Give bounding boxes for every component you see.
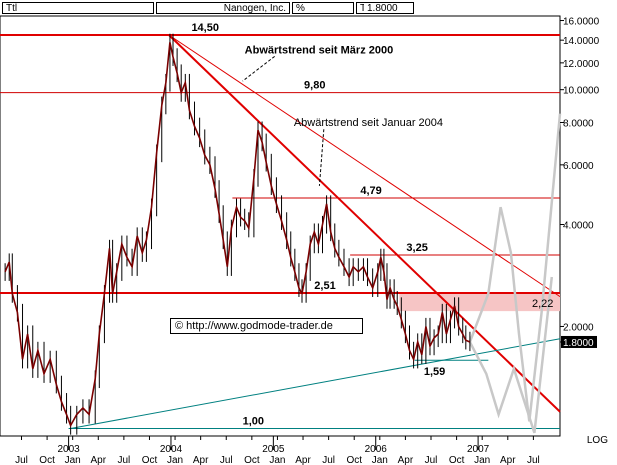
level-label: 1,00 <box>243 415 264 427</box>
y-tick-label: 16.0000 <box>563 17 600 28</box>
x-month-label: Apr <box>295 455 311 465</box>
x-month-label: Jan <box>372 455 388 465</box>
axes-layer: 16.0000 14.0000 12.0000 10.0000 8.0000 6.0000… <box>15 17 608 465</box>
annotation-leader <box>318 129 325 186</box>
level-label: 4,79 <box>360 185 381 197</box>
percent-label: % <box>296 3 305 14</box>
price-line <box>4 42 471 428</box>
x-month-label: Oct <box>346 455 362 465</box>
price-layer <box>4 33 471 435</box>
plot-frame <box>0 15 561 437</box>
x-month-label: Jan <box>269 455 285 465</box>
zone-label: 2,22 <box>532 298 553 310</box>
trendline <box>70 338 561 429</box>
projection-line <box>468 276 554 434</box>
ttl-box: Ttl <box>2 2 154 14</box>
level-label: 1,59 <box>424 366 445 378</box>
y-tick-label: 4.0000 <box>563 220 594 231</box>
y-tick-label: 6.0000 <box>563 161 594 172</box>
trend-annotation: Abwärtstrend seit Januar 2004 <box>294 117 443 129</box>
x-month-label: Jul <box>117 455 130 465</box>
projection-line <box>468 113 562 422</box>
watermark-text: © http://www.godmode-trader.de <box>175 320 333 332</box>
resistance-zone-layer <box>399 293 560 312</box>
x-month-label: Jul <box>322 455 335 465</box>
x-month-label: Apr <box>193 455 209 465</box>
x-month-label: Oct <box>39 455 55 465</box>
x-year-label: 2005 <box>262 444 285 455</box>
level-label: 3,25 <box>406 242 427 254</box>
horizontal-levels-layer <box>0 34 560 429</box>
level-label: 9,80 <box>304 80 325 92</box>
x-month-label: Jul <box>527 455 540 465</box>
x-year-label: 2007 <box>467 444 490 455</box>
t-label: T <box>360 3 366 13</box>
company-name: Nanogen, Inc. <box>223 3 286 14</box>
price-box: 1.8000 <box>364 2 414 14</box>
x-month-label: Apr <box>500 455 516 465</box>
x-month-label: Jan <box>167 455 183 465</box>
x-month-label: Oct <box>142 455 158 465</box>
company-box: Nanogen, Inc. <box>156 2 290 14</box>
ttl-label: Ttl <box>6 3 18 14</box>
current-price-label: 1.8000 <box>563 338 594 349</box>
x-month-label: Oct <box>449 455 465 465</box>
x-month-label: Apr <box>398 455 414 465</box>
log-scale-label: LOG <box>587 435 608 446</box>
percent-box: % <box>292 2 354 14</box>
level-label: 14,50 <box>191 22 219 34</box>
x-month-label: Jul <box>220 455 233 465</box>
y-tick-label: 10.0000 <box>563 86 600 97</box>
x-month-label: Apr <box>91 455 107 465</box>
current-price-marker <box>561 335 597 348</box>
watermark-box: © http://www.godmode-trader.de <box>170 318 363 334</box>
trendlines-layer <box>70 34 561 429</box>
trend-annotation: Abwärtstrend seit März 2000 <box>245 44 394 56</box>
y-tick-label: 8.0000 <box>563 119 594 130</box>
y-tick-label: 2.0000 <box>563 322 594 333</box>
y-tick-label: 14.0000 <box>563 36 600 47</box>
x-month-label: Jul <box>15 455 28 465</box>
x-month-label: Jul <box>425 455 438 465</box>
x-month-label: Jan <box>474 455 490 465</box>
x-month-label: Oct <box>244 455 260 465</box>
header-price: 1.8000 <box>367 3 398 14</box>
trendline <box>168 34 561 413</box>
y-tick-label: 12.0000 <box>563 59 600 70</box>
level-labels-layer: 2,22 14,50 9,80 4,79 3,25 2,51 1,59 1,00 Abwärts… <box>191 22 553 427</box>
level-label: 2,51 <box>314 280 335 292</box>
x-year-label: 2004 <box>160 444 183 455</box>
x-year-label: 2003 <box>57 444 80 455</box>
x-month-label: Jan <box>65 455 81 465</box>
annotation-leader <box>242 55 275 82</box>
projection-layer <box>468 113 562 434</box>
x-year-label: 2006 <box>365 444 388 455</box>
resistance-zone <box>399 293 560 312</box>
